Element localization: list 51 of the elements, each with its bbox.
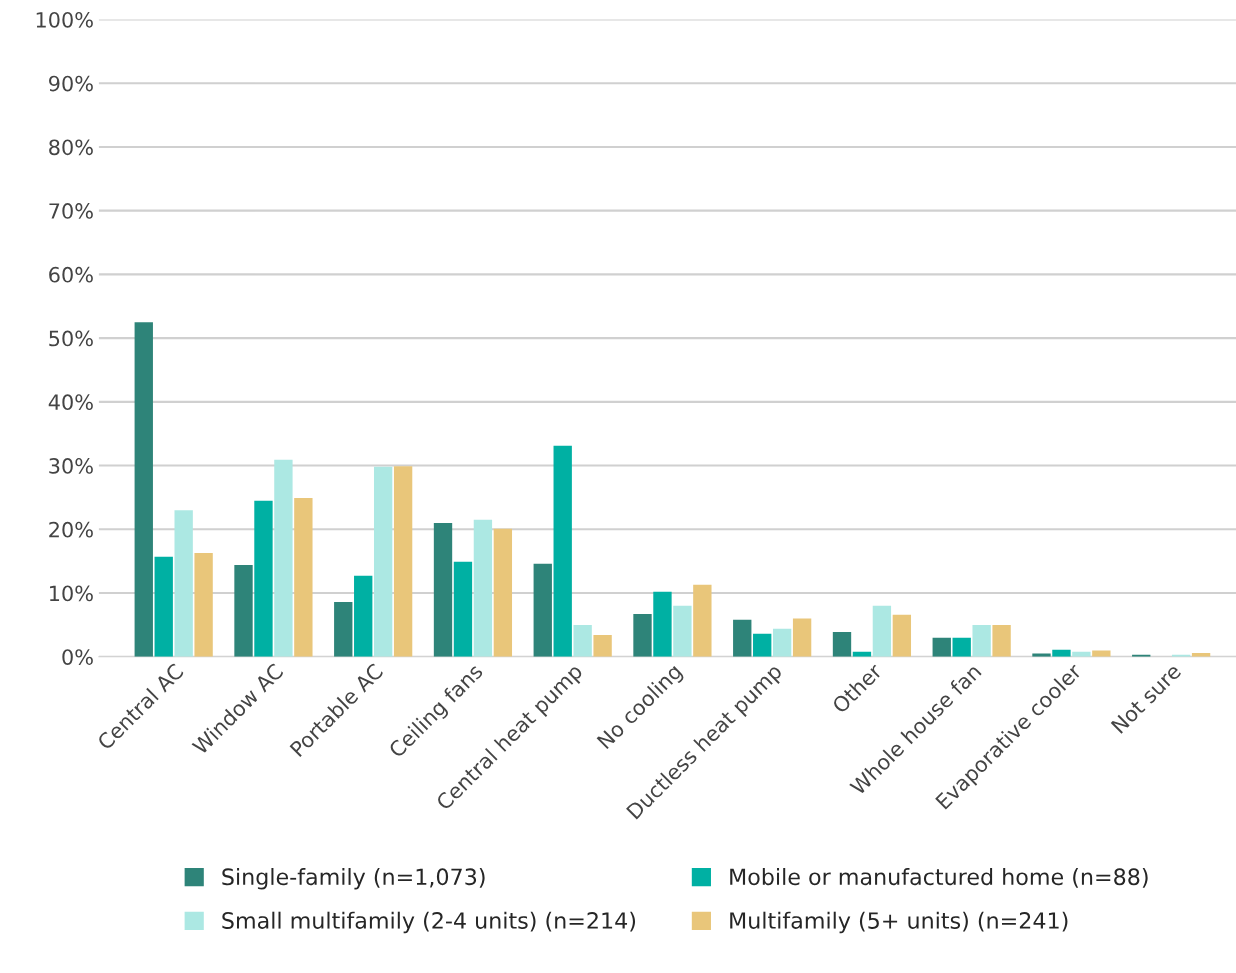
- bar: [453, 561, 473, 657]
- bar: [673, 605, 692, 657]
- bar: [772, 628, 792, 657]
- bar: [992, 624, 1011, 657]
- y-tick-label: 60%: [49, 266, 93, 283]
- bar: [633, 614, 652, 657]
- bar: [932, 637, 951, 657]
- bar: [194, 552, 213, 657]
- y-tick-label: 80%: [49, 139, 93, 156]
- y-tick-label: 70%: [49, 203, 93, 219]
- legend-label: Small multifamily (2-4 units) (n=214): [222, 911, 636, 934]
- bar: [493, 528, 513, 657]
- bar: [234, 565, 253, 657]
- bar: [872, 605, 892, 657]
- bar: [274, 459, 293, 657]
- y-tick-label: 50%: [49, 330, 93, 347]
- bar: [972, 624, 991, 657]
- bar: [294, 498, 313, 657]
- bar: [553, 445, 572, 657]
- bar: [473, 519, 493, 657]
- bar: [533, 563, 552, 657]
- bar: [832, 631, 852, 657]
- bar: [733, 619, 752, 657]
- y-tick-label: 0%: [62, 649, 93, 665]
- bar: [573, 624, 592, 657]
- bar: [792, 618, 812, 657]
- y-tick-label: 90%: [49, 75, 93, 92]
- bar: [154, 556, 173, 657]
- bar: [753, 633, 772, 657]
- y-tick-label: 10%: [50, 585, 93, 602]
- bar: [653, 591, 672, 657]
- bar: [593, 635, 612, 657]
- y-tick-label: 20%: [49, 521, 93, 538]
- y-tick-label: 100%: [36, 11, 93, 28]
- bar: [393, 466, 413, 657]
- bar: [354, 575, 373, 657]
- bar: [174, 510, 193, 657]
- bar: [334, 601, 353, 657]
- legend-label: Single-family (n=1,073): [222, 867, 485, 890]
- y-tick-label: 30%: [49, 458, 93, 474]
- bar: [134, 322, 153, 657]
- bar: [693, 584, 712, 657]
- bar: [892, 614, 912, 657]
- bar: [433, 522, 453, 657]
- bar: [373, 466, 393, 657]
- y-tick-label: 40%: [48, 394, 93, 411]
- bar: [254, 500, 273, 657]
- legend-label: Multifamily (5+ units) (n=241): [730, 911, 1068, 934]
- legend-label: Mobile or manufactured home (n=88): [730, 867, 1148, 888]
- bar: [1092, 650, 1111, 657]
- bar: [952, 637, 971, 657]
